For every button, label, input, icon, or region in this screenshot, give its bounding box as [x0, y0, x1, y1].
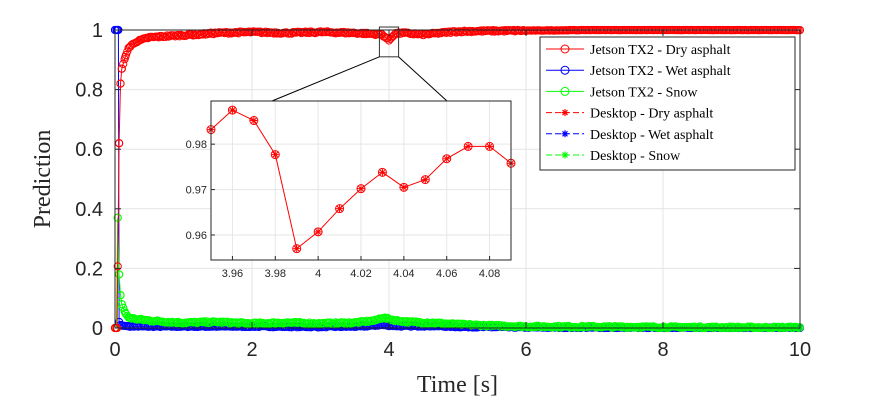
- inset-data-point: [377, 167, 387, 177]
- inset-data-point: [420, 175, 430, 185]
- legend-label: Desktop - Snow: [590, 149, 681, 164]
- legend-entry: Desktop - Dry asphalt: [546, 107, 713, 122]
- marker-dry: [117, 64, 126, 73]
- marker-dry: [113, 262, 122, 271]
- legend-marker-asterisk: [561, 151, 569, 159]
- inset-x-tick-label: 4.02: [350, 268, 371, 280]
- legend-entry: Desktop - Wet asphalt: [546, 128, 714, 143]
- inset-y-tick-label: 0.98: [186, 139, 207, 151]
- zoom-box: [378, 26, 400, 58]
- legend-marker-circle: [560, 44, 570, 54]
- marker-snow: [113, 213, 122, 222]
- legend-marker-circle: [560, 65, 570, 75]
- marker-dry: [386, 34, 395, 44]
- marker-snow: [117, 300, 126, 309]
- main-ticks: 0 2 4 6 8 10 0 0.2 0.4 0.6 0.8 1: [75, 20, 811, 361]
- y-axis-label: Prediction: [30, 130, 56, 229]
- marker-dry: [383, 34, 392, 43]
- marker-dry: [123, 47, 132, 56]
- legend-marker-asterisk: [561, 109, 569, 117]
- legend-box: [539, 36, 796, 171]
- inset-x-tick-label: 4: [315, 268, 321, 280]
- marker-snow: [383, 313, 392, 322]
- legend: Jetson TX2 - Dry asphalt Jetson TX2 - Wet…: [539, 36, 796, 171]
- marker-snow: [793, 323, 802, 332]
- main-x-tick-label: 8: [657, 339, 668, 361]
- legend-entry: Desktop - Snow: [546, 149, 681, 164]
- inset-data-point: [442, 154, 452, 164]
- legend-label: Desktop - Dry asphalt: [590, 107, 713, 122]
- main-y-tick-label: 0: [92, 318, 103, 340]
- main-x-tick-label: 2: [246, 339, 257, 361]
- main-y-tick-label: 1: [92, 20, 103, 42]
- zoom-connector-left: [271, 56, 380, 102]
- main-series: [110, 25, 805, 333]
- inset-data-point: [292, 244, 302, 254]
- inset-x-tick-label: 4.08: [479, 268, 500, 280]
- main-y-tick-label: 0.8: [75, 80, 103, 102]
- inset-y-tick-label: 0.97: [186, 185, 207, 197]
- legend-label: Jetson TX2 - Dry asphalt: [590, 43, 731, 58]
- zoom-connector-right: [398, 56, 448, 102]
- legend-entries: Jetson TX2 - Dry asphalt Jetson TX2 - Wet…: [546, 43, 731, 164]
- zoom-indicator: [271, 26, 448, 102]
- x-axis-label: Time [s]: [417, 372, 498, 398]
- inset-data-point: [313, 227, 323, 237]
- series-snow: [110, 213, 805, 333]
- inset-data-point: [270, 150, 280, 160]
- inset-data-point: [463, 141, 473, 151]
- inset-data-point: [335, 204, 345, 214]
- legend-entry: Jetson TX2 - Dry asphalt: [546, 43, 731, 58]
- marker-snow: [123, 311, 132, 320]
- legend-label: Jetson TX2 - Snow: [590, 85, 698, 100]
- inset-data-point: [356, 184, 366, 194]
- inset-x-tick-label: 4.06: [436, 268, 457, 280]
- legend-entry: Jetson TX2 - Wet asphalt: [546, 64, 731, 79]
- legend-label: Desktop - Wet asphalt: [590, 128, 714, 143]
- inset-ticks: 3.96 3.98 4 4.02 4.04 4.06 4.08 0.96 0.97 0.98: [186, 139, 501, 280]
- inset-y-tick-label: 0.96: [186, 230, 207, 242]
- inset-series: [206, 105, 516, 254]
- main-x-tick-label: 6: [520, 339, 531, 361]
- main-x-tick-label: 10: [789, 339, 811, 361]
- main-axes-frame: [114, 29, 801, 329]
- inset-data-point: [399, 182, 409, 192]
- inset-data-point: [249, 116, 259, 126]
- main-y-tick-label: 0.2: [75, 258, 103, 280]
- inset-series-line: [210, 109, 512, 250]
- main-x-tick-label: 4: [383, 339, 394, 361]
- legend-marker-circle: [560, 86, 570, 96]
- legend-entry: Jetson TX2 - Snow: [546, 85, 698, 100]
- inset-axes: 3.96 3.98 4 4.02 4.04 4.06 4.08 0.96 0.97 0.98: [186, 100, 516, 280]
- main-y-tick-label: 0.6: [75, 139, 103, 161]
- marker-dry: [116, 79, 125, 88]
- inset-data-point: [227, 105, 237, 115]
- inset-data-point: [485, 141, 495, 151]
- inset-x-tick-label: 4.04: [393, 268, 414, 280]
- inset-x-tick-label: 3.96: [222, 268, 243, 280]
- marker-dry: [119, 59, 128, 69]
- marker-dry: [121, 50, 131, 60]
- inset-grid: [211, 101, 511, 260]
- main-y-tick-label: 0.4: [75, 199, 103, 221]
- legend-marker-asterisk: [561, 130, 569, 138]
- main-x-tick-label: 0: [109, 339, 120, 361]
- inset-x-tick-label: 3.98: [265, 268, 286, 280]
- marker-snow: [116, 291, 125, 300]
- legend-label: Jetson TX2 - Wet asphalt: [590, 64, 731, 79]
